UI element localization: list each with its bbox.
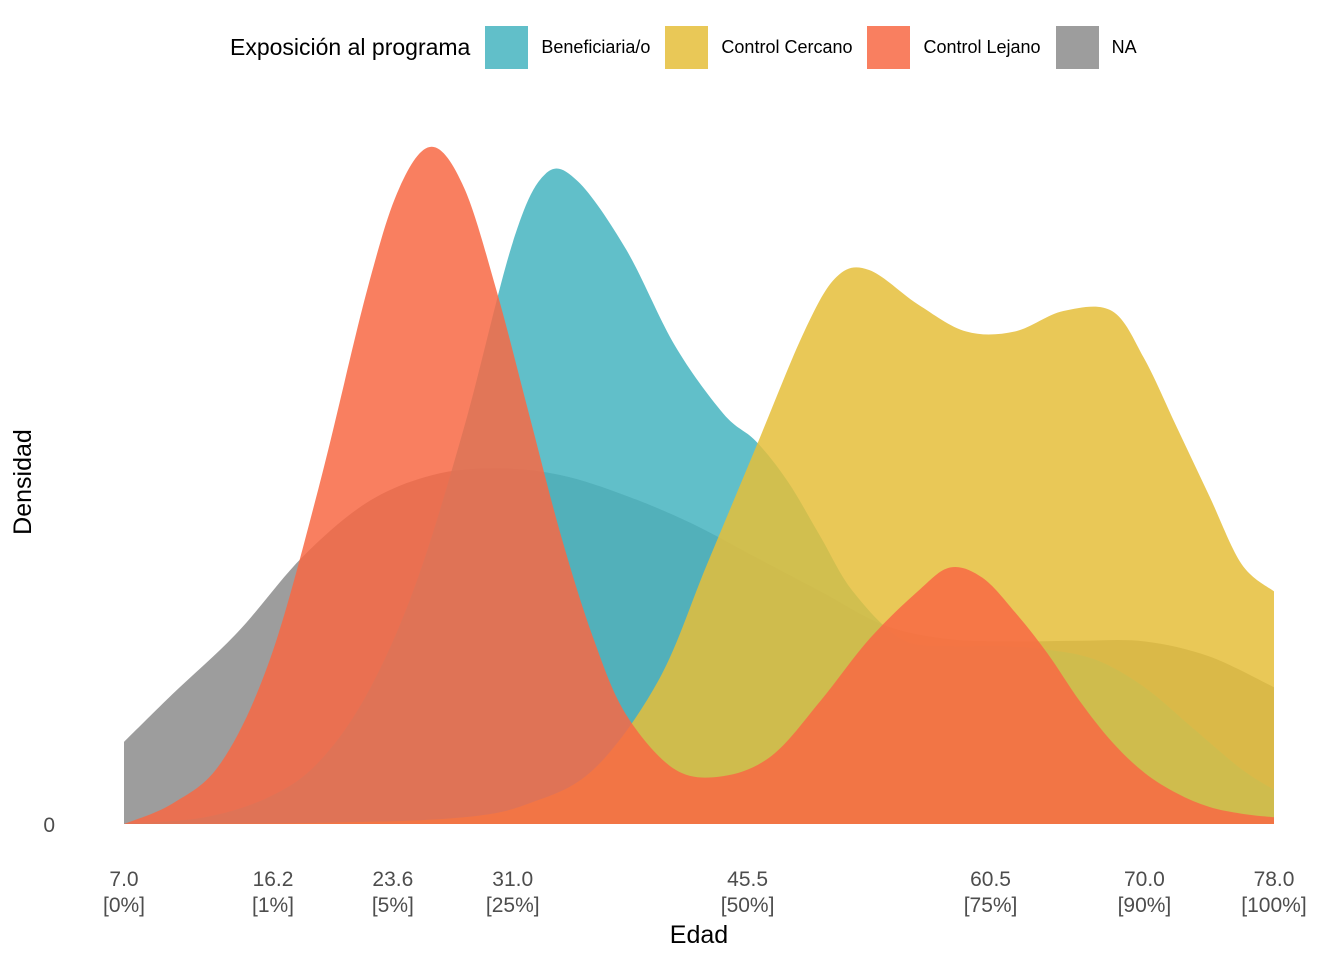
y-axis-title: Densidad [9, 429, 37, 535]
density-areas [124, 146, 1274, 825]
x-tick-labels: 7.0 [0%] 16.2 [1%] 23.6 [5%] 31.0 [25%] 45.5 [50%… [103, 868, 1307, 917]
x-tick-label-4: 45.5 [727, 868, 768, 891]
legend-label-control-lejano: Control Lejano [923, 36, 1041, 57]
legend-label-beneficiaria: Beneficiaria/o [541, 36, 651, 57]
legend-swatch-beneficiaria [485, 25, 529, 69]
x-tick-label-5: 60.5 [970, 868, 1011, 891]
legend: Exposición al programa Beneficiaria/o Co… [230, 25, 1152, 69]
legend-label-control-cercano: Control Cercano [721, 36, 853, 57]
legend-swatch-na [1055, 25, 1099, 69]
x-tick-pct-2: [5%] [372, 894, 414, 917]
x-tick-pct-7: [100%] [1241, 894, 1306, 917]
legend-title: Exposición al programa [230, 33, 471, 60]
x-tick-pct-3: [25%] [486, 894, 540, 917]
x-tick-pct-5: [75%] [964, 894, 1018, 917]
x-tick-label-7: 78.0 [1254, 868, 1295, 891]
legend-label-na: NA [1111, 36, 1137, 57]
legend-item-beneficiaria: Beneficiaria/o [485, 25, 651, 69]
legend-item-control-lejano: Control Lejano [867, 25, 1041, 69]
legend-swatch-control-cercano [665, 25, 709, 69]
x-tick-pct-0: [0%] [103, 894, 145, 917]
x-tick-pct-6: [90%] [1118, 894, 1172, 917]
x-tick-pct-4: [50%] [721, 894, 775, 917]
legend-item-na: NA [1055, 25, 1137, 69]
x-tick-label-2: 23.6 [372, 868, 413, 891]
legend-swatch-control-lejano [867, 25, 911, 69]
legend-item-control-cercano: Control Cercano [665, 25, 853, 69]
x-tick-label-3: 31.0 [492, 868, 533, 891]
density-area-control-lejano [124, 146, 1274, 825]
x-tick-pct-1: [1%] [252, 894, 294, 917]
x-tick-label-0: 7.0 [109, 868, 138, 891]
x-tick-label-6: 70.0 [1124, 868, 1165, 891]
y-tick-label-0: 0 [43, 814, 55, 837]
x-axis-title: Edad [670, 921, 728, 949]
x-tick-label-1: 16.2 [253, 868, 294, 891]
